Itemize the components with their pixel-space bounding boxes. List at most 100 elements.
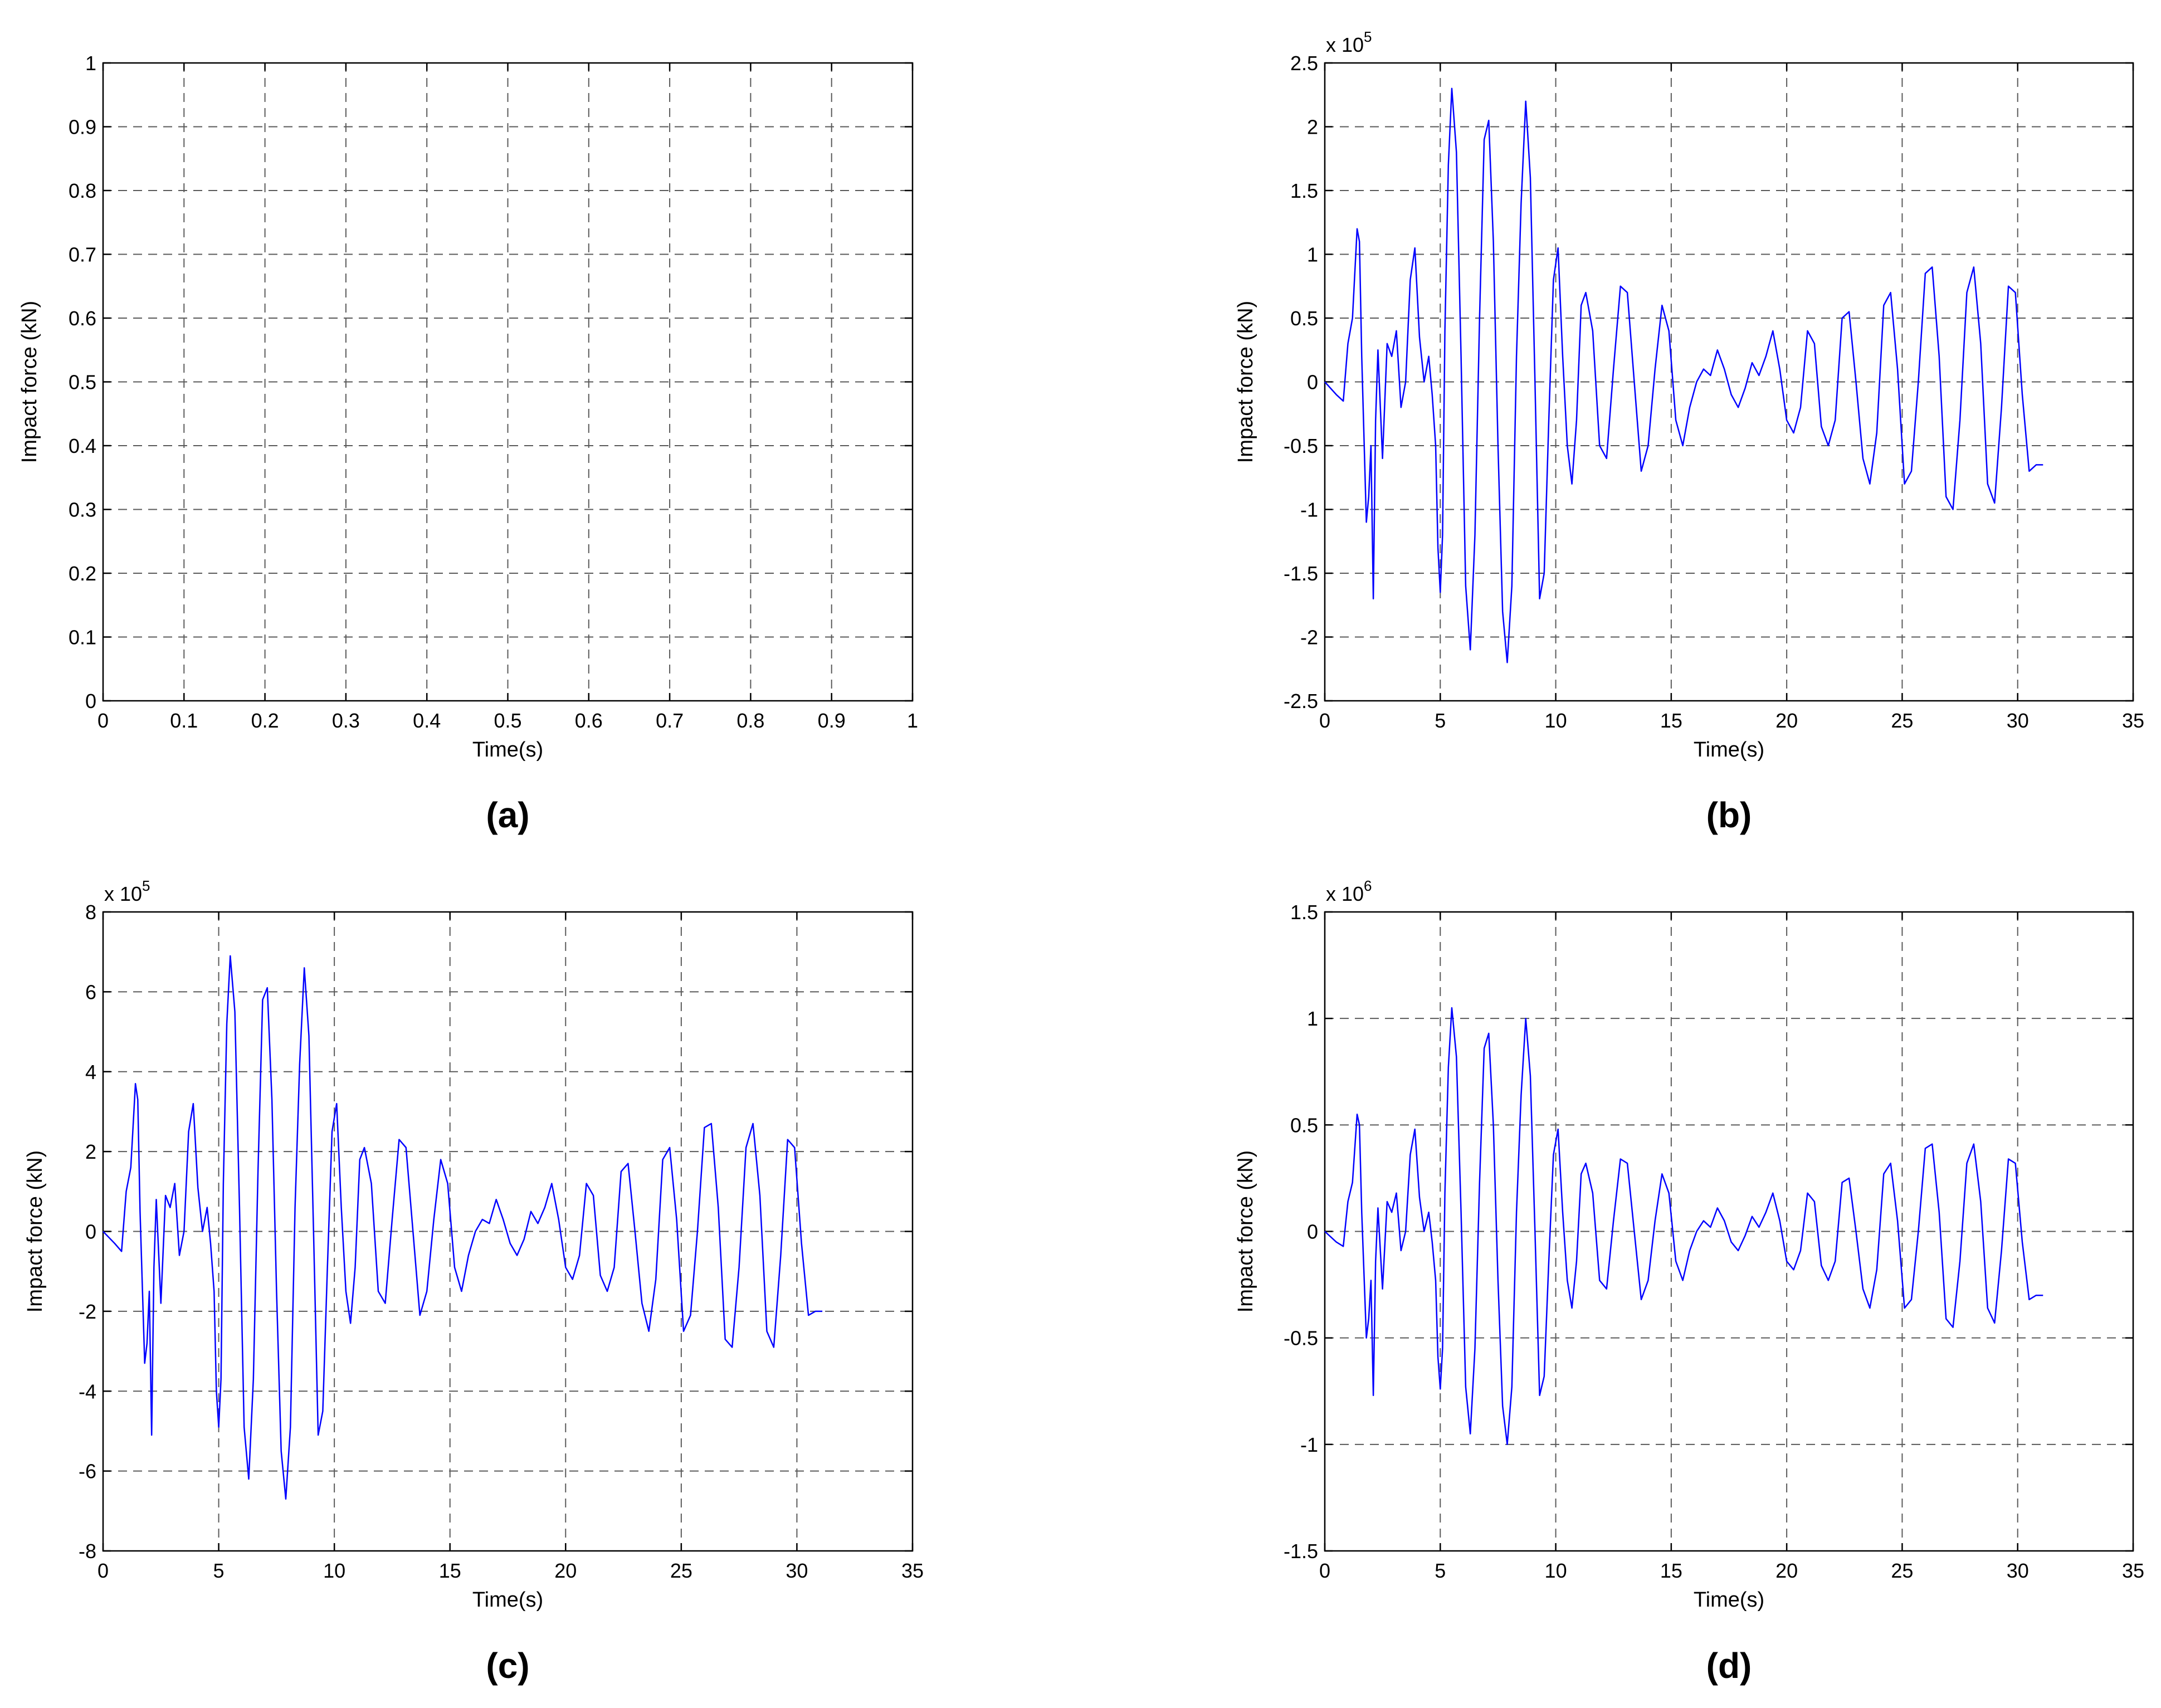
data-point	[1357, 1114, 1358, 1115]
y-tick-label: 1.5	[1290, 179, 1318, 202]
data-point	[1435, 1280, 1436, 1281]
x-tick-label: 5	[213, 1559, 225, 1582]
x-tick-label: 0	[1319, 709, 1330, 732]
data-point	[1479, 1182, 1480, 1183]
data-point	[1516, 1212, 1517, 1213]
data-point	[114, 1243, 115, 1244]
data-point	[1359, 241, 1360, 242]
y-tick-label: 0.3	[69, 499, 96, 521]
data-point	[586, 1183, 587, 1184]
x-tick-label: 25	[670, 1559, 692, 1582]
data-point	[517, 1255, 518, 1256]
data-point	[1396, 330, 1397, 331]
exponent-label: x 106	[1326, 877, 1372, 905]
data-point	[565, 1267, 566, 1268]
x-tick-label: 15	[1660, 1559, 1682, 1582]
y-tick-label: 0.1	[69, 626, 96, 649]
data-point	[130, 1167, 131, 1168]
exponent-base: x 10	[104, 882, 142, 905]
data-point	[341, 1207, 342, 1208]
x-tick-label: 10	[323, 1559, 345, 1582]
x-tick-label: 20	[1775, 1559, 1798, 1582]
y-tick-label: -2	[79, 1300, 96, 1323]
data-point	[2015, 1163, 2016, 1164]
data-point	[103, 1231, 104, 1232]
data-point	[447, 1183, 448, 1184]
exponent-base: x 10	[1326, 33, 1364, 56]
data-point	[1368, 496, 1369, 497]
x-tick-label: 0.2	[251, 709, 279, 732]
y-tick-label: -1	[1300, 1433, 1318, 1456]
data-point	[1599, 1280, 1600, 1281]
panel-label: (d)	[1706, 1646, 1752, 1686]
data-point	[489, 1223, 490, 1224]
data-point	[327, 1267, 328, 1268]
chart-panel-b: 0 5 10 15 20 25 30 35 -2.5 -2 -1.5 -1 -0.5 0 0.5 1 1.5 2 2…	[1234, 28, 2144, 835]
data-point	[1994, 503, 1995, 504]
data-point	[313, 1231, 314, 1232]
chart-panel-a: 0 0.1 0.2 0.3 0.4 0.5 0.6 0.7 0.8 0.9 1 0 0.1 0.2 0.3 0…	[18, 52, 918, 835]
data-point	[1343, 1246, 1344, 1247]
y-tick-label: 4	[85, 1061, 96, 1084]
y-tick-label: 0	[1307, 371, 1318, 394]
x-axis-title: Time(s)	[1694, 1588, 1764, 1612]
x-tick-label: 0.7	[656, 709, 684, 732]
y-tick-label: -8	[79, 1540, 96, 1563]
data-point	[1440, 592, 1441, 593]
x-tick-label: 10	[1545, 1559, 1567, 1582]
data-point	[160, 1303, 161, 1304]
y-axis-title: Impact force (kN)	[1234, 301, 1257, 463]
data-point	[419, 1315, 420, 1316]
x-axis-title: Time(s)	[472, 738, 543, 762]
data-point	[1821, 426, 1822, 427]
y-tick-label: 6	[85, 980, 96, 1003]
data-point	[1424, 1231, 1425, 1232]
data-point	[1410, 1154, 1411, 1155]
y-axis-title: Impact force (kN)	[23, 1150, 47, 1312]
data-point	[2001, 407, 2002, 408]
y-tick-label: 1	[1307, 1007, 1318, 1030]
data-point	[1627, 1163, 1628, 1164]
y-tick-label: 0	[85, 1221, 96, 1243]
y-tick-label: -4	[79, 1380, 96, 1403]
data-point	[174, 1183, 175, 1184]
data-point	[1507, 1444, 1508, 1445]
data-point	[1352, 318, 1353, 319]
x-tick-label: 0	[97, 709, 109, 732]
data-point	[1890, 292, 1891, 293]
x-tick-label: 5	[1435, 709, 1446, 732]
chart-panel-d: 0 5 10 15 20 25 30 35 -1.5 -1 -0.5 0 0.5 1 1.5 x 106 Tim…	[1234, 877, 2144, 1686]
data-point	[1738, 407, 1739, 408]
x-tick-label: 25	[1891, 1559, 1913, 1582]
data-point	[746, 1147, 747, 1148]
data-point	[299, 1063, 300, 1064]
y-tick-label: 0	[85, 690, 96, 713]
x-tick-label: 10	[1545, 709, 1567, 732]
data-point	[331, 1131, 332, 1132]
data-point	[1484, 139, 1485, 140]
exponent-power: 5	[142, 877, 150, 894]
y-tick-label: 2	[1307, 116, 1318, 139]
y-tick-label: 0	[1307, 1221, 1318, 1243]
y-tick-label: 8	[85, 901, 96, 924]
data-point	[188, 1131, 189, 1132]
exponent-power: 5	[1364, 28, 1372, 45]
data-point	[359, 1159, 360, 1160]
data-point	[1493, 241, 1494, 242]
x-tick-label: 25	[1891, 709, 1913, 732]
x-axis-title: Time(s)	[472, 1588, 543, 1612]
data-point	[1352, 1182, 1353, 1183]
series-line-c	[103, 955, 823, 1500]
panel-label: (b)	[1706, 795, 1752, 835]
data-point	[1592, 330, 1593, 331]
panel-label: (c)	[486, 1646, 529, 1686]
y-tick-label: 0.9	[69, 116, 96, 139]
data-point	[1918, 1231, 1919, 1232]
y-tick-label: 0.2	[69, 562, 96, 585]
data-point	[1553, 1154, 1554, 1155]
x-tick-label: 30	[786, 1559, 808, 1582]
exponent-power: 6	[1364, 877, 1372, 894]
y-tick-label: -0.5	[1284, 435, 1318, 457]
y-tick-label: 0.5	[1290, 307, 1318, 330]
x-tick-label: 15	[1660, 709, 1682, 732]
